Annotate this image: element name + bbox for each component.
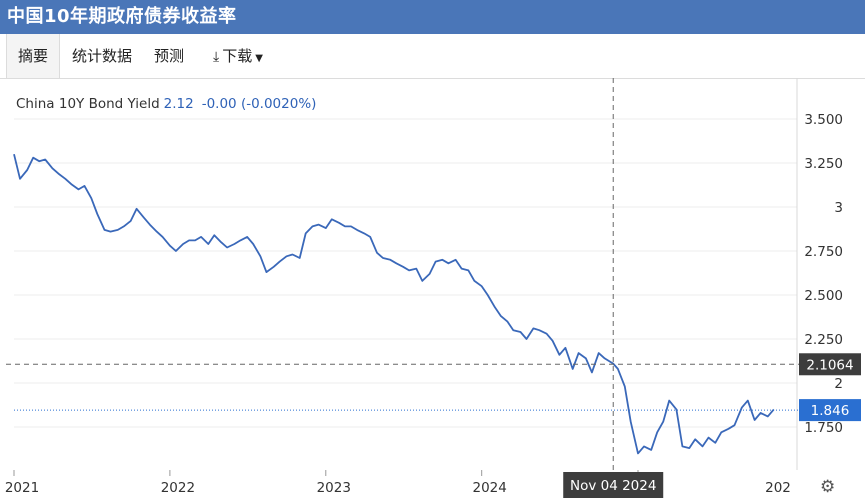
x-tick-label: 2023: [317, 480, 351, 496]
x-tick-label: 202: [765, 480, 791, 496]
tab-statistics[interactable]: 统计数据: [71, 47, 132, 65]
y-axis-ticks: 3.500 3.250 3 2.750 2.500 2.250 2 1.750: [804, 112, 843, 436]
download-icon: ⤓: [213, 49, 220, 65]
legend-change: -0.00 (-0.0020%): [201, 96, 317, 112]
series-line: [13, 153, 775, 455]
last-value-marker: 1.846: [14, 399, 861, 422]
tab-bar: 摘要 统计数据 预测 ⤓ 下载 ▼: [0, 34, 865, 79]
legend-value: 2.12: [163, 96, 194, 112]
crosshair-date-label: Nov 04 2024: [570, 478, 656, 494]
x-tick-label: 2024: [472, 480, 506, 496]
last-value-box: [799, 399, 861, 422]
y-tick-label: 2.750: [804, 244, 843, 260]
chart-legend: China 10Y Bond Yield 2.12 -0.00 (-0.0020%): [16, 96, 316, 112]
crosshair: 2.1064 Nov 04 2024: [6, 78, 861, 498]
last-value-label: 1.846: [811, 403, 850, 419]
y-tick-label: 2.250: [804, 332, 843, 348]
y-tick-label: 3: [834, 200, 843, 216]
caret-down-icon: ▼: [255, 53, 263, 64]
crosshair-value-label: 2.1064: [806, 357, 853, 373]
download-label: 下载: [222, 47, 253, 65]
x-tick-label: 2021: [5, 480, 39, 496]
tab-summary[interactable]: 摘要: [6, 34, 60, 78]
y-tick-label: 2.500: [804, 288, 843, 304]
crosshair-value-box: [799, 353, 861, 376]
y-tick-label: 3.250: [804, 156, 843, 172]
y-tick-label: 3.500: [804, 112, 843, 128]
x-tick-label: 2022: [161, 480, 195, 496]
gear-icon[interactable]: ⚙: [820, 477, 836, 497]
legend-series-name: China 10Y Bond Yield: [16, 96, 160, 112]
tab-download[interactable]: ⤓ 下载 ▼: [200, 34, 276, 78]
x-axis-ticks: 2021 2022 2023 2024 202: [5, 470, 791, 496]
grid-lines: [14, 118, 797, 428]
y-tick-label: 2: [834, 376, 843, 392]
tab-forecast[interactable]: 预测: [153, 47, 184, 65]
y-tick-label: 1.750: [804, 420, 843, 436]
page-title: 中国10年期政府债券收益率: [0, 0, 865, 34]
crosshair-date-box: [563, 472, 664, 498]
